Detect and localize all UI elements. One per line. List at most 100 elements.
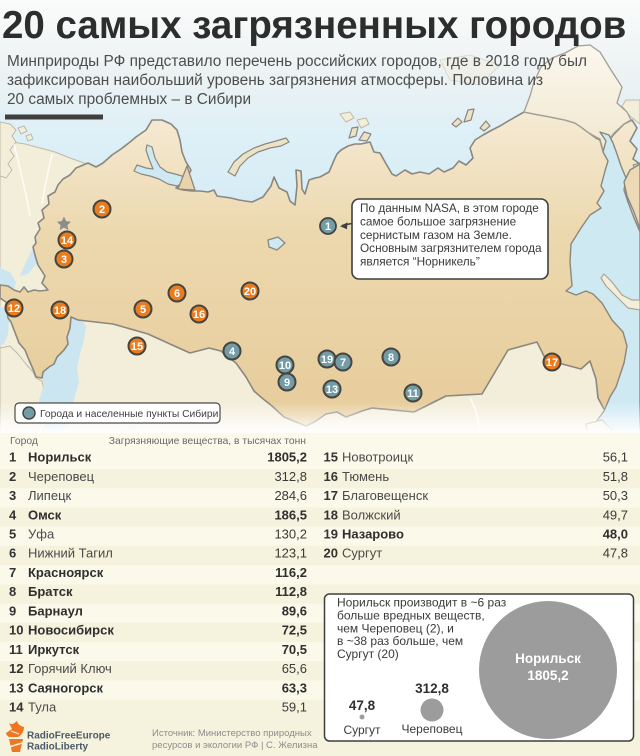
svg-text:1805,2: 1805,2 — [527, 668, 568, 683]
svg-text:20: 20 — [324, 546, 338, 561]
svg-text:Сургут: Сургут — [343, 723, 381, 737]
svg-text:в ~38 раз больше, чем: в ~38 раз больше, чем — [337, 634, 463, 648]
svg-text:116,2: 116,2 — [275, 565, 307, 580]
svg-text:Уфа: Уфа — [28, 527, 55, 542]
svg-text:сернистым газом на Земле.: сернистым газом на Земле. — [360, 228, 512, 242]
svg-text:Благовещенск: Благовещенск — [342, 488, 428, 503]
svg-text:7: 7 — [9, 565, 16, 580]
svg-text:56,1: 56,1 — [603, 450, 628, 465]
svg-text:Омск: Омск — [28, 507, 62, 522]
svg-text:самое большое загрязнение: самое большое загрязнение — [360, 214, 517, 228]
svg-text:4: 4 — [229, 346, 236, 358]
svg-text:65,6: 65,6 — [282, 661, 307, 676]
svg-text:Города и населенные пункты Сиб: Города и населенные пункты Сибири — [40, 408, 219, 420]
svg-text:14: 14 — [9, 700, 24, 715]
svg-text:Тула: Тула — [28, 700, 57, 715]
svg-text:Красноярск: Красноярск — [28, 565, 104, 580]
svg-text:8: 8 — [9, 584, 16, 599]
svg-text:Иркутск: Иркутск — [28, 642, 80, 657]
svg-text:8: 8 — [388, 352, 394, 364]
svg-text:9: 9 — [284, 377, 290, 389]
svg-text:По данным NASA, в этом городе: По данным NASA, в этом городе — [360, 201, 539, 215]
svg-text:11: 11 — [9, 642, 23, 657]
svg-text:чем Череповец (2), и: чем Череповец (2), и — [337, 621, 454, 635]
svg-text:Новосибирск: Новосибирск — [28, 623, 114, 638]
svg-text:Сургут (20): Сургут (20) — [337, 647, 399, 661]
svg-text:больше вредных веществ,: больше вредных веществ, — [337, 608, 485, 622]
svg-text:12: 12 — [8, 303, 20, 315]
svg-text:3: 3 — [61, 254, 67, 266]
svg-text:Загрязняющие вещества, в тысяч: Загрязняющие вещества, в тысячах тонн — [109, 436, 306, 447]
svg-text:Назарово: Назарово — [342, 527, 404, 542]
svg-text:Норильск: Норильск — [515, 651, 581, 666]
svg-text:49,7: 49,7 — [603, 507, 628, 522]
svg-text:13: 13 — [9, 680, 23, 695]
svg-text:70,5: 70,5 — [282, 642, 307, 657]
svg-text:Липецк: Липецк — [28, 488, 72, 503]
svg-text:130,2: 130,2 — [274, 527, 307, 542]
svg-text:RadioFreeEurope: RadioFreeEurope — [27, 731, 111, 742]
svg-text:RadioLiberty: RadioLiberty — [27, 742, 89, 753]
svg-text:14: 14 — [61, 235, 74, 247]
svg-text:Источник: Министерство природн: Источник: Министерство природных — [152, 728, 312, 739]
svg-text:10: 10 — [9, 623, 23, 638]
svg-text:Сургут: Сургут — [342, 546, 382, 561]
svg-text:1: 1 — [325, 221, 331, 233]
svg-text:16: 16 — [324, 469, 338, 484]
svg-text:Саяногорск: Саяногорск — [28, 680, 104, 695]
svg-text:16: 16 — [193, 309, 205, 321]
svg-text:Нижний Тагил: Нижний Тагил — [28, 546, 113, 561]
svg-text:15: 15 — [324, 450, 338, 465]
svg-text:Барнаул: Барнаул — [28, 603, 83, 618]
svg-text:19: 19 — [321, 354, 333, 366]
svg-text:Норильск производит в ~6 раз: Норильск производит в ~6 раз — [337, 596, 507, 610]
svg-text:15: 15 — [131, 341, 143, 353]
svg-text:48,0: 48,0 — [603, 527, 628, 542]
svg-text:72,5: 72,5 — [282, 623, 307, 638]
svg-text:112,8: 112,8 — [275, 584, 307, 599]
svg-text:7: 7 — [340, 357, 346, 369]
svg-text:6: 6 — [174, 288, 180, 300]
svg-text:4: 4 — [9, 507, 17, 522]
svg-text:5: 5 — [9, 527, 16, 542]
svg-text:2: 2 — [9, 469, 16, 484]
svg-text:47,8: 47,8 — [349, 698, 376, 713]
svg-text:Волжский: Волжский — [342, 507, 401, 522]
svg-text:5: 5 — [140, 304, 146, 316]
svg-text:12: 12 — [9, 661, 23, 676]
svg-text:18: 18 — [54, 305, 66, 317]
svg-text:89,6: 89,6 — [282, 603, 307, 618]
svg-text:ресурсов и экологии РФ | С. Же: ресурсов и экологии РФ | С. Желизна — [152, 740, 318, 751]
svg-text:Тюмень: Тюмень — [342, 469, 389, 484]
svg-text:9: 9 — [9, 603, 16, 618]
svg-text:186,5: 186,5 — [274, 507, 307, 522]
svg-text:18: 18 — [324, 507, 338, 522]
svg-text:Минприроды РФ представило пере: Минприроды РФ представило перечень росси… — [7, 53, 587, 70]
svg-text:17: 17 — [324, 488, 338, 503]
svg-text:19: 19 — [324, 527, 338, 542]
svg-text:Основным загрязнителем города: Основным загрязнителем города — [360, 241, 542, 255]
svg-text:3: 3 — [9, 488, 16, 503]
svg-text:зафиксирован наибольший уровен: зафиксирован наибольший уровень загрязне… — [7, 72, 543, 89]
svg-text:312,8: 312,8 — [274, 469, 307, 484]
svg-text:1: 1 — [9, 450, 16, 465]
svg-text:123,1: 123,1 — [274, 546, 307, 561]
svg-text:10: 10 — [279, 360, 291, 372]
svg-text:Братск: Братск — [28, 584, 73, 599]
svg-text:59,1: 59,1 — [282, 700, 307, 715]
svg-text:47,8: 47,8 — [603, 546, 628, 561]
svg-text:Новотроицк: Новотроицк — [342, 450, 413, 465]
svg-text:63,3: 63,3 — [282, 680, 307, 695]
svg-text:51,8: 51,8 — [603, 469, 628, 484]
svg-text:50,3: 50,3 — [603, 488, 628, 503]
svg-text:Город: Город — [10, 436, 38, 447]
svg-text:Череповец: Череповец — [402, 722, 463, 736]
svg-text:6: 6 — [9, 546, 16, 561]
svg-text:312,8: 312,8 — [415, 681, 449, 696]
svg-text:20 самых загрязненных городов: 20 самых загрязненных городов — [2, 4, 626, 47]
svg-text:Норильск: Норильск — [28, 450, 92, 465]
svg-text:20: 20 — [244, 286, 256, 298]
svg-text:17: 17 — [546, 357, 558, 369]
svg-text:11: 11 — [407, 388, 419, 400]
svg-text:13: 13 — [326, 384, 338, 396]
